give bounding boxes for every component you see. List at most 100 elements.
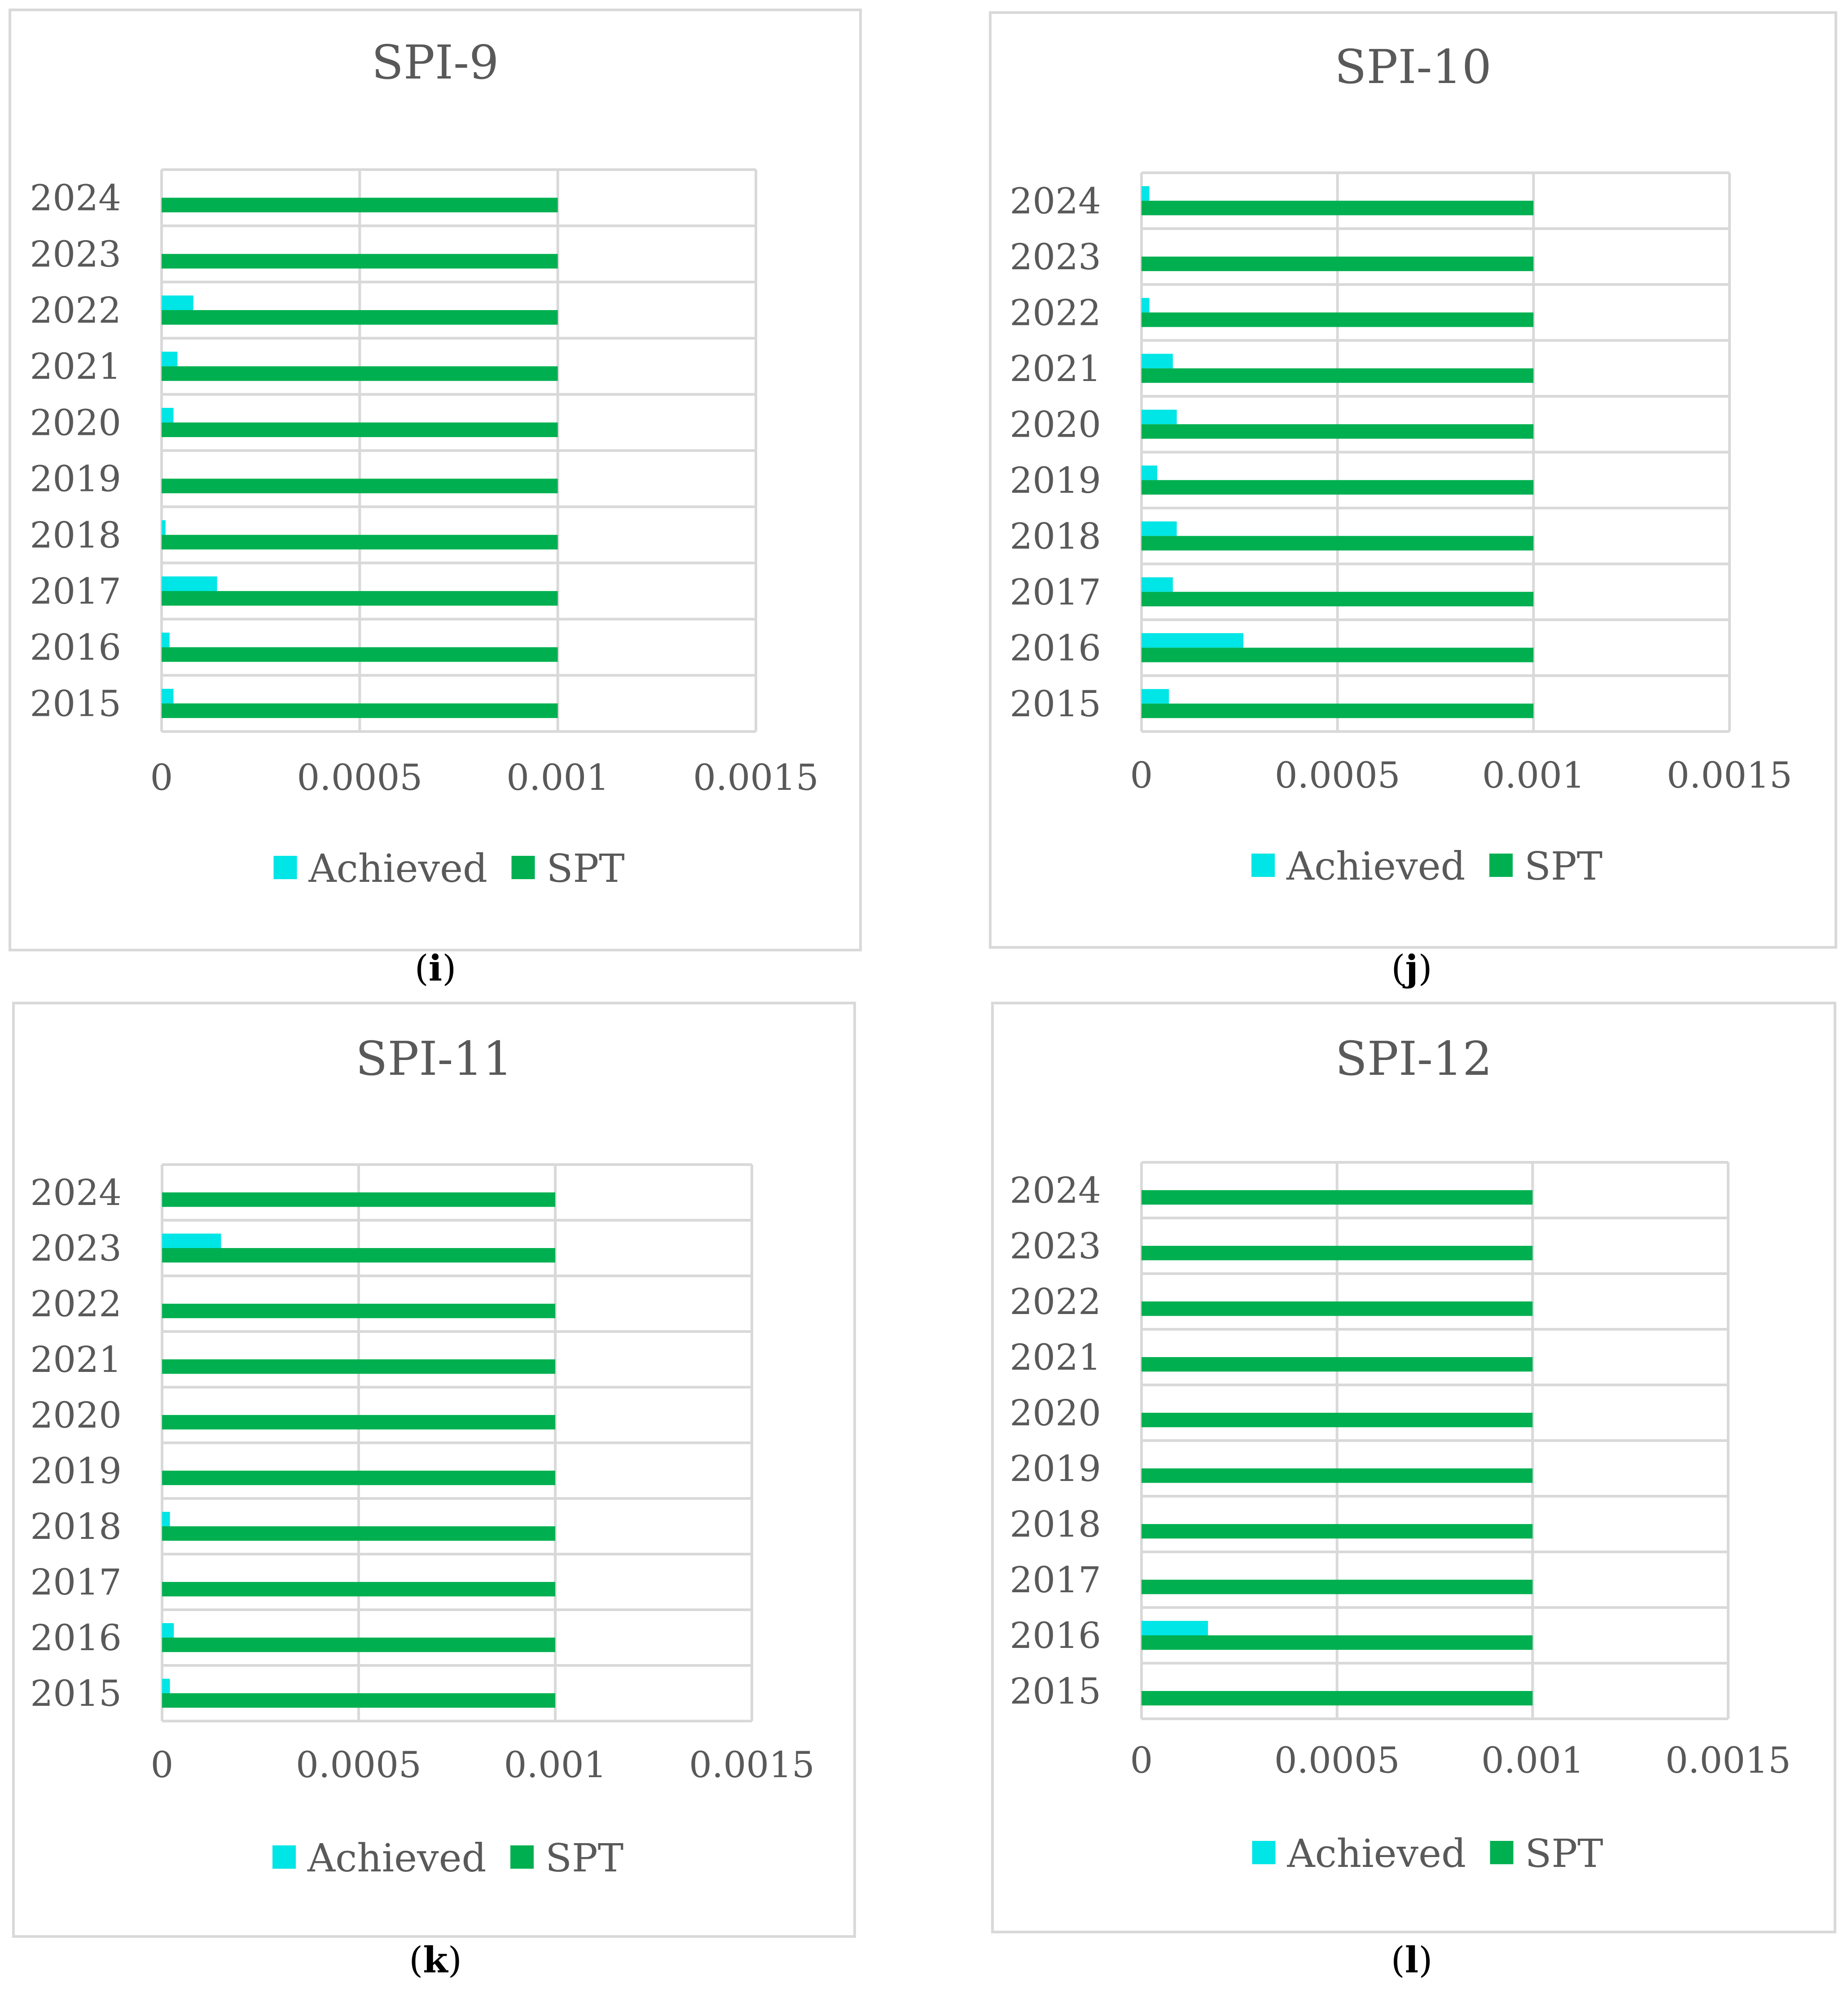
y-category-label: 2021 (1010, 348, 1101, 390)
bar-spt-2022 (1141, 312, 1534, 327)
bar-spt-2021 (1141, 1357, 1533, 1372)
chart-title: SPI-9 (372, 35, 499, 90)
y-category-label: 2018 (1010, 1503, 1101, 1545)
x-tick-label: 0 (151, 1744, 174, 1786)
y-category-label: 2015 (30, 1673, 122, 1714)
bar-spt-2022 (162, 310, 558, 325)
legend: Achieved SPT (272, 1836, 623, 1881)
legend-label: Achieved (308, 846, 488, 891)
y-category-label: 2018 (30, 514, 121, 556)
bar-spt-2019 (1141, 1468, 1533, 1483)
bar-spt-2024 (1141, 201, 1534, 215)
legend-swatch-spt (1489, 854, 1513, 877)
y-category-label: 2021 (30, 1339, 122, 1380)
bar-achieved-2020 (162, 407, 174, 423)
bar-achieved-2020 (1141, 409, 1177, 425)
y-category-label: 2020 (30, 402, 121, 443)
bar-spt-2022 (1141, 1301, 1533, 1316)
bar-spt-2020 (1141, 1413, 1533, 1428)
bar-spt-2019 (162, 1471, 555, 1485)
y-category-label: 2018 (1010, 515, 1101, 557)
x-tick-label: 0.0005 (1275, 754, 1400, 796)
bar-achieved-2022 (1141, 298, 1150, 313)
legend-swatch-spt (1490, 1841, 1514, 1864)
panel-frame (989, 11, 1837, 949)
chart-title: SPI-12 (1335, 1031, 1492, 1086)
bar-spt-2024 (162, 1192, 555, 1207)
bar-spt-2018 (162, 534, 558, 550)
bar-achieved-2017 (162, 576, 217, 591)
panel-frame (991, 1002, 1836, 1933)
bar-achieved-2018 (1141, 521, 1177, 536)
bar-achieved-2016 (1141, 1621, 1208, 1635)
x-tick-label: 0 (1130, 1739, 1153, 1781)
y-category-label: 2019 (30, 458, 121, 500)
panel-caption: (i) (415, 947, 457, 989)
bar-achieved-2023 (162, 1233, 221, 1248)
legend-label: Achieved (307, 1836, 487, 1881)
bar-achieved-2016 (162, 1623, 174, 1638)
x-tick-label: 0 (1130, 754, 1153, 796)
y-category-label: 2016 (30, 1617, 122, 1659)
x-tick-label: 0.0005 (1274, 1739, 1400, 1781)
bar-spt-2017 (1141, 591, 1534, 607)
bar-spt-2020 (162, 1415, 555, 1430)
bar-spt-2021 (162, 366, 558, 381)
y-category-label: 2020 (1010, 1392, 1101, 1434)
legend-label: Achieved (1286, 844, 1466, 889)
legend-swatch-achieved (272, 1845, 296, 1869)
bar-spt-2023 (1141, 1246, 1533, 1261)
bar-spt-2016 (162, 1638, 555, 1652)
bar-spt-2018 (1141, 1524, 1533, 1539)
bar-spt-2021 (1141, 368, 1534, 383)
bar-achieved-2018 (162, 1511, 170, 1526)
bar-achieved-2021 (1141, 354, 1173, 368)
bar-achieved-2016 (1141, 633, 1244, 648)
y-category-label: 2015 (1010, 1670, 1101, 1712)
bar-achieved-2015 (1141, 689, 1169, 704)
legend-swatch-achieved (1251, 854, 1275, 877)
x-tick-label: 0.0005 (296, 1744, 421, 1786)
legend-swatch-spt (511, 856, 535, 879)
bar-spt-2021 (162, 1359, 555, 1374)
y-category-label: 2020 (30, 1394, 122, 1436)
y-category-label: 2023 (30, 1227, 122, 1269)
y-category-label: 2022 (30, 289, 121, 331)
panel-caption: (j) (1391, 947, 1432, 989)
legend-swatch-achieved (1252, 1841, 1276, 1864)
bar-spt-2018 (1141, 536, 1534, 551)
legend: Achieved SPT (1251, 844, 1602, 889)
legend: Achieved SPT (1252, 1831, 1603, 1876)
x-tick-label: 0.0015 (1667, 754, 1792, 796)
y-category-label: 2015 (30, 683, 121, 724)
y-category-label: 2022 (30, 1283, 122, 1325)
x-tick-label: 0.001 (504, 1744, 606, 1786)
y-category-label: 2021 (30, 346, 121, 387)
y-category-label: 2019 (30, 1450, 122, 1492)
y-category-label: 2020 (1010, 403, 1101, 445)
bar-spt-2017 (162, 591, 558, 606)
bar-achieved-2024 (1141, 186, 1150, 201)
y-category-label: 2022 (1010, 1281, 1101, 1323)
legend-label: SPT (545, 1836, 623, 1881)
legend-label: SPT (547, 846, 625, 891)
legend-label: SPT (1525, 1831, 1603, 1876)
bar-spt-2015 (162, 703, 558, 718)
y-category-label: 2017 (1010, 1559, 1101, 1601)
y-category-label: 2024 (30, 1172, 122, 1213)
bar-spt-2020 (162, 422, 558, 437)
bar-spt-2016 (162, 647, 558, 662)
panel-caption: (l) (1391, 1939, 1433, 1981)
bar-spt-2019 (1141, 480, 1534, 495)
bar-spt-2016 (1141, 648, 1534, 662)
y-category-label: 2022 (1010, 292, 1101, 333)
y-category-label: 2017 (1010, 571, 1101, 613)
y-category-label: 2024 (1010, 1170, 1101, 1211)
bar-spt-2020 (1141, 424, 1534, 439)
x-tick-label: 0.001 (1481, 1739, 1584, 1781)
bar-spt-2015 (1141, 1691, 1533, 1706)
x-tick-label: 0.001 (1482, 754, 1585, 796)
bar-spt-2023 (162, 254, 558, 269)
y-category-label: 2019 (1010, 1448, 1101, 1489)
y-category-label: 2024 (30, 177, 121, 219)
